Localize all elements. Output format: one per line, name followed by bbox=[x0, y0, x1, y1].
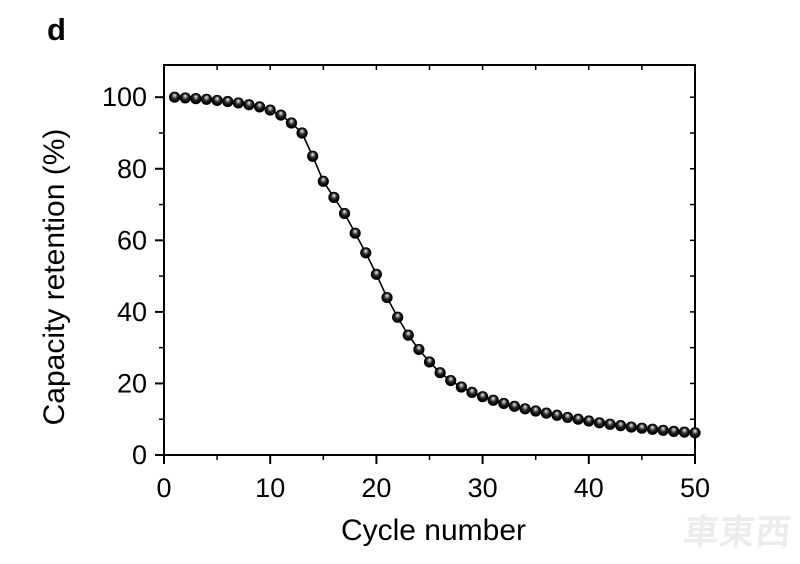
data-point bbox=[434, 367, 446, 379]
x-tick-label: 50 bbox=[680, 473, 710, 503]
data-point bbox=[477, 391, 489, 403]
data-point bbox=[678, 426, 690, 438]
data-point bbox=[370, 268, 382, 280]
data-point bbox=[593, 417, 606, 429]
y-axis-title: Capacity retention (%) bbox=[38, 129, 71, 426]
data-point bbox=[402, 329, 414, 341]
data-point bbox=[190, 93, 202, 105]
x-tick-label: 0 bbox=[156, 473, 171, 503]
y-tick-label: 80 bbox=[117, 154, 147, 184]
data-point bbox=[455, 381, 467, 393]
data-point bbox=[445, 374, 457, 387]
data-point bbox=[307, 150, 319, 162]
data-point bbox=[508, 400, 521, 412]
data-point bbox=[360, 247, 372, 259]
data-point bbox=[285, 117, 298, 129]
data-point bbox=[381, 291, 393, 304]
x-axis-ticks bbox=[163, 65, 696, 464]
data-point bbox=[498, 397, 510, 410]
data-point bbox=[275, 109, 287, 121]
x-tick-label: 40 bbox=[574, 473, 604, 503]
data-point bbox=[232, 97, 244, 109]
data-point bbox=[328, 191, 340, 203]
data-point bbox=[466, 386, 478, 398]
data-point bbox=[179, 92, 191, 104]
data-point bbox=[689, 427, 701, 439]
y-tick-label: 0 bbox=[132, 440, 147, 470]
data-point bbox=[296, 127, 308, 139]
data-point bbox=[583, 415, 595, 427]
x-tick-label: 20 bbox=[361, 473, 391, 503]
data-point bbox=[349, 227, 361, 239]
data-point bbox=[519, 403, 531, 415]
tick-labels: 0 10 20 30 40 50 0 20 40 60 80 100 bbox=[102, 82, 710, 503]
data-point bbox=[604, 418, 616, 430]
data-point bbox=[572, 413, 584, 425]
data-point bbox=[423, 356, 436, 368]
data-point bbox=[264, 104, 276, 116]
series-line bbox=[174, 96, 696, 434]
y-tick-label: 20 bbox=[117, 368, 147, 398]
plot-frame bbox=[163, 64, 696, 456]
x-axis-title: Cycle number bbox=[341, 514, 526, 547]
data-point bbox=[540, 407, 552, 419]
series-points bbox=[169, 91, 701, 439]
data-point bbox=[200, 93, 213, 105]
data-point bbox=[413, 343, 425, 356]
data-point bbox=[487, 394, 499, 406]
data-point bbox=[551, 409, 563, 421]
data-point bbox=[530, 405, 542, 417]
watermark-logo: 車東西 bbox=[681, 513, 794, 552]
data-point bbox=[392, 311, 404, 323]
data-point bbox=[615, 420, 627, 432]
data-point bbox=[211, 94, 223, 107]
data-point bbox=[243, 99, 255, 111]
y-tick-label: 100 bbox=[102, 82, 147, 112]
data-point bbox=[657, 424, 669, 436]
data-point bbox=[253, 101, 266, 113]
data-point bbox=[625, 421, 637, 433]
x-tick-label: 10 bbox=[255, 473, 285, 503]
x-tick-label: 30 bbox=[468, 473, 498, 503]
data-point bbox=[668, 425, 680, 437]
data-point bbox=[317, 175, 329, 187]
data-point bbox=[646, 423, 659, 435]
data-point bbox=[169, 91, 181, 103]
panel-label: d bbox=[47, 12, 66, 47]
data-point bbox=[338, 207, 351, 220]
y-tick-label: 60 bbox=[117, 225, 147, 255]
data-point bbox=[222, 95, 234, 108]
y-axis-ticks bbox=[155, 96, 695, 456]
y-tick-label: 40 bbox=[117, 297, 147, 327]
data-point bbox=[636, 422, 648, 434]
data-point bbox=[561, 411, 574, 424]
